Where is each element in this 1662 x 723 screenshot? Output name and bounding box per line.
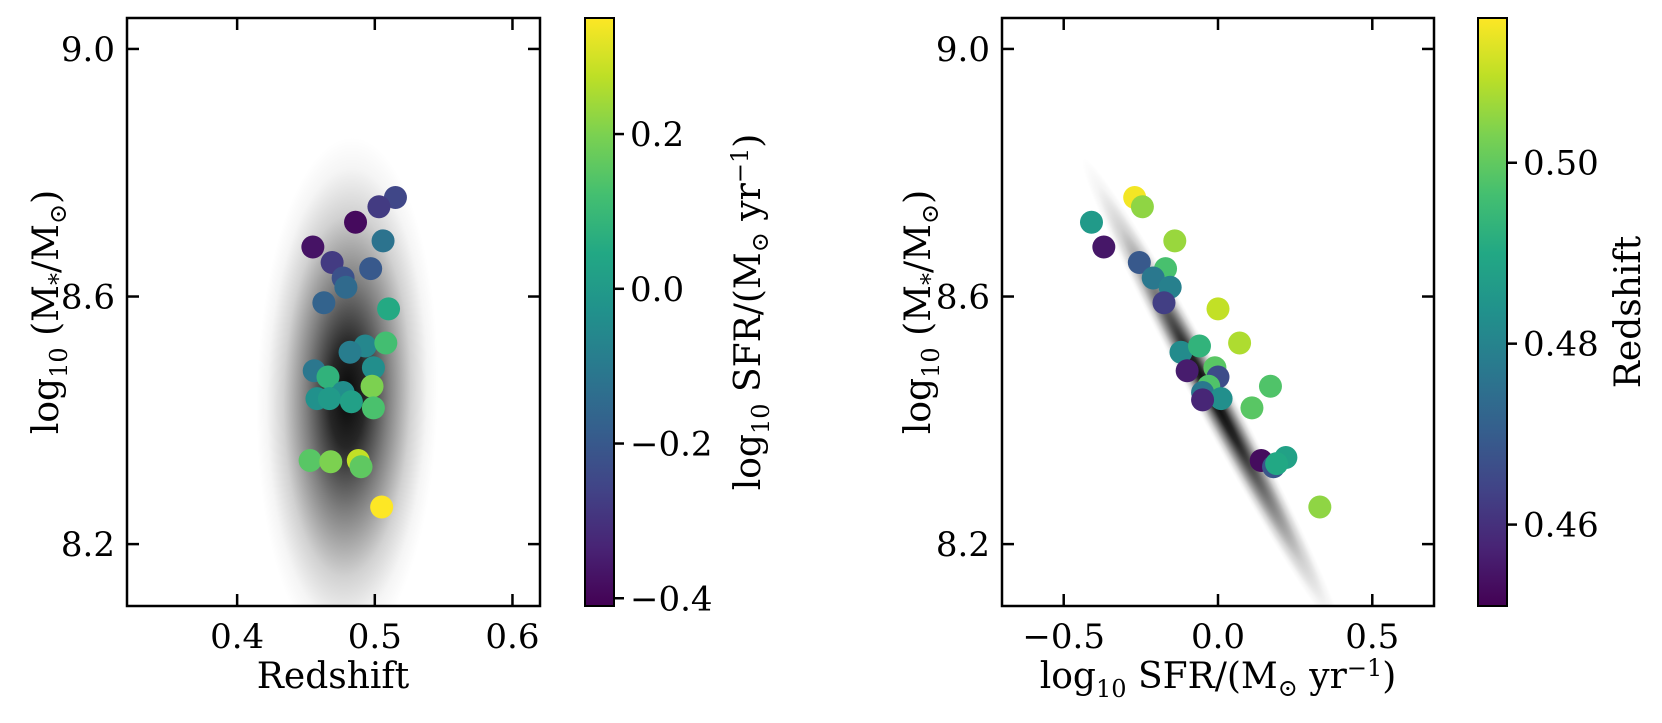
left-axis-ticks: 0.4 0.5 0.6 8.2 8.6 9.0 — [61, 18, 540, 657]
right-colorbar-label: Redshift — [1608, 235, 1649, 388]
right-x-tick-label: 0.0 — [1191, 617, 1245, 657]
left-colorbar-tick-label: 0.0 — [630, 270, 684, 310]
right-x-axis-label: log10 SFR/(M⊙ yr−1) — [1040, 654, 1397, 703]
right-scatter-points — [1079, 185, 1332, 519]
left-scatter-point — [349, 455, 373, 479]
right-colorbar-tick-label: 0.48 — [1523, 325, 1599, 365]
left-scatter-point — [370, 495, 394, 519]
right-panel: −0.5 0.0 0.58.28.69.0 log10 SFR/(M⊙ yr−1) … — [898, 16, 1436, 703]
left-scatter-point — [374, 331, 398, 355]
left-scatter-point — [317, 387, 341, 411]
right-scatter-point — [1228, 331, 1252, 355]
right-colorbar-tick-label: 0.46 — [1523, 506, 1599, 546]
left-scatter-point — [361, 396, 385, 420]
left-axes-frame — [125, 16, 542, 608]
right-scatter-point — [1092, 235, 1116, 259]
left-scatter-point — [359, 257, 383, 281]
left-scatter-point — [312, 291, 336, 315]
left-scatter-point — [344, 210, 368, 234]
right-scatter-point — [1127, 250, 1151, 274]
left-colorbar-gradient — [585, 18, 614, 606]
right-y-tick-label: 8.2 — [936, 525, 990, 565]
right-x-tick-label: −0.5 — [1022, 617, 1105, 657]
right-scatter-point — [1191, 388, 1215, 412]
right-x-tick-label: 0.5 — [1345, 617, 1399, 657]
left-x-tick-label: 0.4 — [210, 617, 264, 657]
right-scatter-point — [1169, 340, 1193, 364]
right-scatter-point — [1130, 195, 1154, 219]
left-panel: 0.4 0.5 0.6 8.2 8.6 9.0 Redshift log10 (M*/M⊙… — [26, 16, 542, 697]
right-y-tick-label: 9.0 — [936, 30, 990, 70]
right-colorbar: 0.46 0.48 0.50 Redshift — [1477, 17, 1649, 607]
left-colorbar-ticks: −0.4 −0.2 0.0 0.2 — [614, 115, 713, 619]
right-scatter-point — [1141, 266, 1165, 290]
left-scatter-point — [301, 235, 325, 259]
left-y-tick-label: 8.6 — [61, 278, 115, 318]
right-axis-ticks: −0.5 0.0 0.5 8.2 8.6 9.0 — [936, 18, 1434, 657]
left-scatter-point — [334, 275, 358, 299]
left-scatter-point — [339, 390, 363, 414]
left-y-tick-label: 9.0 — [61, 30, 115, 70]
right-y-tick-label: 8.6 — [936, 278, 990, 318]
left-scatter-point — [361, 356, 385, 380]
right-colorbar-ticks: 0.46 0.48 0.50 — [1507, 144, 1599, 546]
right-scatter-point — [1265, 452, 1289, 476]
left-x-axis-label: Redshift — [257, 656, 410, 697]
left-scatter-point — [316, 365, 340, 389]
left-colorbar-frame — [584, 17, 615, 607]
left-colorbar: −0.4 −0.2 0.0 0.2 log10 SFR/(M⊙ yr−1) — [584, 17, 775, 619]
right-scatter-point — [1240, 396, 1264, 420]
left-y-axis-label: log10 (M*/M⊙) — [26, 190, 73, 434]
right-colorbar-tick-label: 0.50 — [1523, 144, 1599, 184]
left-scatter-point — [360, 374, 384, 398]
left-colorbar-tick-label: −0.4 — [630, 579, 713, 619]
right-colorbar-frame — [1477, 17, 1508, 607]
right-scatter-point — [1152, 291, 1176, 315]
right-scatter-point — [1209, 387, 1233, 411]
right-y-axis-label: log10 (M*/M⊙) — [898, 190, 945, 434]
left-scatter-point — [319, 450, 343, 474]
right-scatter-point — [1206, 297, 1230, 321]
left-colorbar-tick-label: 0.2 — [630, 115, 684, 155]
right-scatter-point — [1079, 210, 1103, 234]
left-scatter-point — [371, 229, 395, 253]
right-colorbar-gradient — [1478, 18, 1507, 606]
left-colorbar-label: log10 SFR/(M⊙ yr−1) — [726, 134, 775, 491]
right-scatter-point — [1258, 374, 1282, 398]
right-scatter-point — [1175, 359, 1199, 383]
left-colorbar-tick-label: −0.2 — [630, 425, 713, 465]
right-scatter-point — [1308, 495, 1332, 519]
left-x-tick-label: 0.5 — [348, 617, 402, 657]
left-y-tick-label: 8.2 — [61, 525, 115, 565]
left-x-tick-label: 0.6 — [485, 617, 539, 657]
left-scatter-point — [367, 195, 391, 219]
left-scatter-point — [377, 297, 401, 321]
left-scatter-point — [338, 340, 362, 364]
right-scatter-point — [1163, 229, 1187, 253]
left-scatter-points — [298, 185, 407, 519]
right-scatter-point — [1187, 334, 1211, 358]
left-scatter-point — [298, 449, 322, 473]
